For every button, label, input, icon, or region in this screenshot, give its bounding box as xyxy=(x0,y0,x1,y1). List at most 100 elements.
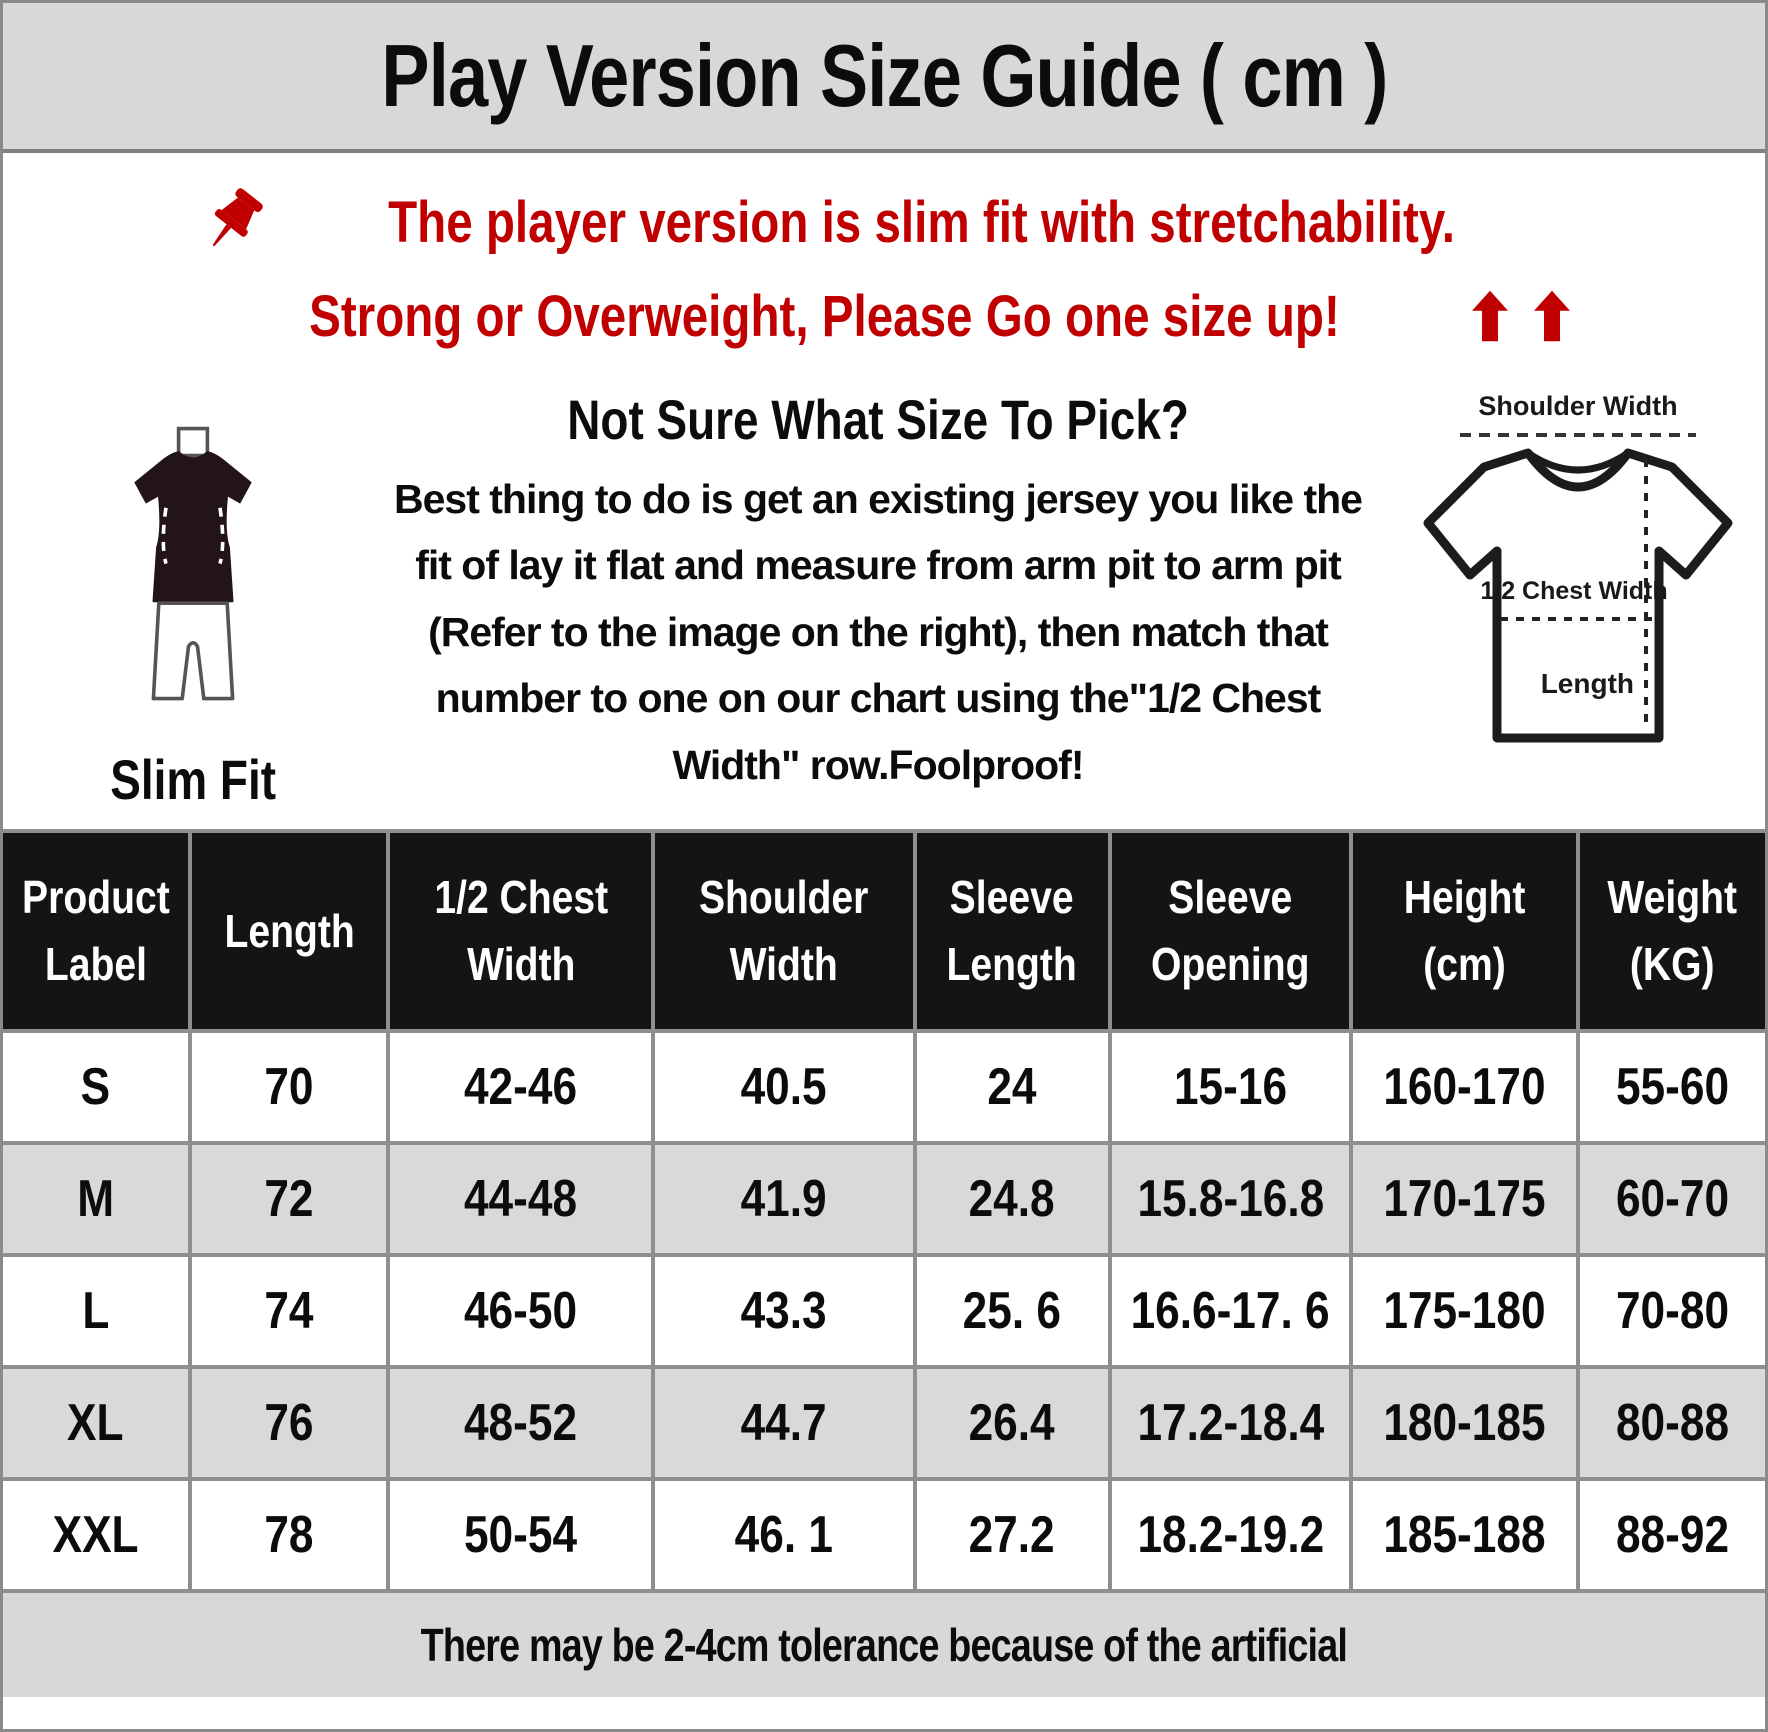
slim-fit-column: Slim Fit xyxy=(13,383,373,812)
cell-s-label: S xyxy=(3,1033,189,1141)
cell-l-chest: 46-50 xyxy=(390,1257,652,1365)
cell-text: 43.3 xyxy=(740,1282,827,1340)
cell-s-chest: 42-46 xyxy=(390,1033,652,1141)
cell-xxl-sleeve-length: 27.2 xyxy=(916,1481,1108,1589)
cell-xxl-length: 78 xyxy=(192,1481,387,1589)
cell-text: 44.7 xyxy=(740,1394,827,1452)
cell-m-weight: 60-70 xyxy=(1579,1145,1765,1253)
page-title: Play Version Size Guide ( cm ) xyxy=(380,26,1388,125)
size-table: Product Label Length 1/2 Chest Width Sho… xyxy=(3,829,1765,1593)
cell-xl-weight: 80-88 xyxy=(1579,1369,1765,1477)
cell-text: 76 xyxy=(264,1394,314,1452)
cell-text: 46-50 xyxy=(464,1282,578,1340)
cell-xxl-chest: 50-54 xyxy=(390,1481,652,1589)
cell-text: 24.8 xyxy=(969,1170,1056,1228)
cell-text: 24 xyxy=(987,1058,1037,1116)
header-text: Height (cm) xyxy=(1403,871,1526,990)
cell-l-weight: 70-80 xyxy=(1579,1257,1765,1365)
cell-text: 60-70 xyxy=(1615,1170,1729,1228)
cell-s-sleeve-opening: 15-16 xyxy=(1111,1033,1350,1141)
header-half-chest-width: 1/2 Chest Width xyxy=(390,833,652,1029)
cell-text: 15.8-16.8 xyxy=(1136,1170,1324,1228)
cell-xl-sleeve-length: 26.4 xyxy=(916,1369,1108,1477)
notice-line-1: The player version is slim fit with stre… xyxy=(195,179,1572,265)
cell-text: 70 xyxy=(264,1058,314,1116)
slim-fit-label: Slim Fit xyxy=(110,748,276,811)
cell-text: 18.2-19.2 xyxy=(1136,1506,1324,1564)
notice-block: The player version is slim fit with stre… xyxy=(3,153,1765,359)
header-sleeve-length: Sleeve Length xyxy=(916,833,1108,1029)
cell-text: S xyxy=(80,1058,111,1116)
cell-text: 40.5 xyxy=(740,1058,827,1116)
cell-l-label: L xyxy=(3,1257,189,1365)
cell-text: 50-54 xyxy=(464,1506,578,1564)
pushpin-icon xyxy=(213,188,264,247)
cell-text: L xyxy=(82,1282,110,1340)
cell-s-length: 70 xyxy=(192,1033,387,1141)
cell-xl-length: 76 xyxy=(192,1369,387,1477)
header-text: Weight (KG) xyxy=(1607,871,1738,990)
cell-text: 17.2-18.4 xyxy=(1136,1394,1324,1452)
header-weight: Weight (KG) xyxy=(1579,833,1765,1029)
cell-m-chest: 44-48 xyxy=(390,1145,652,1253)
cell-text: 80-88 xyxy=(1615,1394,1729,1452)
cell-xxl-label: XXL xyxy=(3,1481,189,1589)
cell-text: 185-188 xyxy=(1383,1506,1546,1564)
cell-l-sleeve-opening: 16.6-17. 6 xyxy=(1111,1257,1350,1365)
cell-text: 15-16 xyxy=(1173,1058,1287,1116)
cell-xxl-shoulder: 46. 1 xyxy=(655,1481,913,1589)
cell-text: 78 xyxy=(264,1506,314,1564)
cell-s-height: 160-170 xyxy=(1353,1033,1576,1141)
cell-text: 48-52 xyxy=(464,1394,578,1452)
cell-text: 46. 1 xyxy=(734,1506,834,1564)
cell-m-label: M xyxy=(3,1145,189,1253)
header-product-label: Product Label xyxy=(3,833,189,1029)
cell-s-weight: 55-60 xyxy=(1579,1033,1765,1141)
help-column: Not Sure What Size To Pick? Best thing t… xyxy=(373,383,1383,798)
cell-xl-chest: 48-52 xyxy=(390,1369,652,1477)
cell-text: 55-60 xyxy=(1615,1058,1729,1116)
cell-l-shoulder: 43.3 xyxy=(655,1257,913,1365)
notice-text-2: Strong or Overweight, Please Go one size… xyxy=(308,283,1340,349)
cell-s-shoulder: 40.5 xyxy=(655,1033,913,1141)
cell-l-height: 175-180 xyxy=(1353,1257,1576,1365)
header-sleeve-opening: Sleeve Opening xyxy=(1111,833,1350,1029)
header-text: Sleeve Opening xyxy=(1151,871,1310,990)
cell-text: M xyxy=(77,1170,115,1228)
cell-xl-shoulder: 44.7 xyxy=(655,1369,913,1477)
header-text: Shoulder Width xyxy=(699,871,869,990)
cell-text: 170-175 xyxy=(1383,1170,1546,1228)
help-heading: Not Sure What Size To Pick? xyxy=(567,388,1189,451)
cell-text: XL xyxy=(67,1394,124,1452)
cell-text: 16.6-17. 6 xyxy=(1130,1282,1330,1340)
cell-text: 27.2 xyxy=(969,1506,1056,1564)
title-bar: Play Version Size Guide ( cm ) xyxy=(3,3,1765,153)
cell-text: 42-46 xyxy=(464,1058,578,1116)
cell-m-sleeve-opening: 15.8-16.8 xyxy=(1111,1145,1350,1253)
notice-text-1: The player version is slim fit with stre… xyxy=(388,189,1456,255)
diagram-length-label: Length xyxy=(1541,668,1634,699)
diagram-chest-label: 1/2 Chest Width xyxy=(1480,577,1667,605)
help-body: Best thing to do is get an existing jers… xyxy=(394,476,1363,788)
cell-xxl-height: 185-188 xyxy=(1353,1481,1576,1589)
middle-section: Slim Fit Not Sure What Size To Pick? Bes… xyxy=(3,359,1765,829)
cell-text: 44-48 xyxy=(464,1170,578,1228)
cell-xl-label: XL xyxy=(3,1369,189,1477)
cell-text: 160-170 xyxy=(1383,1058,1546,1116)
up-arrows xyxy=(1470,288,1572,344)
up-arrow-icon xyxy=(1472,290,1509,342)
header-text: Length xyxy=(224,904,355,957)
cell-m-shoulder: 41.9 xyxy=(655,1145,913,1253)
cell-xxl-sleeve-opening: 18.2-19.2 xyxy=(1111,1481,1350,1589)
cell-l-sleeve-length: 25. 6 xyxy=(916,1257,1108,1365)
cell-text: 72 xyxy=(264,1170,314,1228)
header-text: Sleeve Length xyxy=(946,871,1078,990)
cell-text: 74 xyxy=(264,1282,314,1340)
header-height: Height (cm) xyxy=(1353,833,1576,1029)
cell-xl-sleeve-opening: 17.2-18.4 xyxy=(1111,1369,1350,1477)
header-length: Length xyxy=(192,833,387,1029)
cell-text: 175-180 xyxy=(1383,1282,1546,1340)
cell-text: 26.4 xyxy=(969,1394,1056,1452)
diagram-column: Shoulder Width 1/2 Chest Width Length xyxy=(1383,383,1765,813)
